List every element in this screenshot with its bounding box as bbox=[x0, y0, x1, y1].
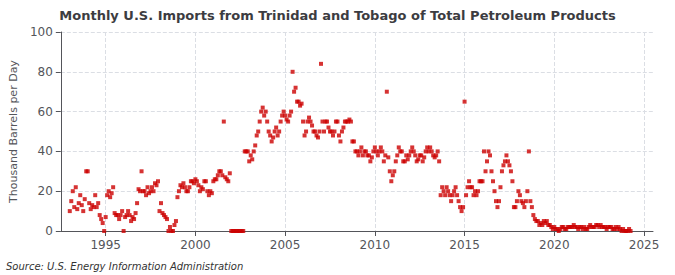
svg-text:2020: 2020 bbox=[539, 238, 570, 252]
svg-text:1995: 1995 bbox=[90, 238, 121, 252]
svg-text:20: 20 bbox=[38, 184, 53, 198]
svg-text:0: 0 bbox=[45, 224, 53, 238]
svg-text:40: 40 bbox=[38, 144, 53, 158]
svg-text:2005: 2005 bbox=[270, 238, 301, 252]
svg-text:Source: U.S. Energy Informatio: Source: U.S. Energy Information Administ… bbox=[6, 261, 243, 272]
svg-text:2010: 2010 bbox=[360, 238, 391, 252]
svg-text:2025: 2025 bbox=[629, 238, 660, 252]
svg-text:2015: 2015 bbox=[449, 238, 480, 252]
svg-text:60: 60 bbox=[38, 105, 53, 119]
svg-text:100: 100 bbox=[30, 25, 53, 39]
svg-text:Monthly U.S. Imports from Trin: Monthly U.S. Imports from Trinidad and T… bbox=[59, 8, 616, 23]
svg-text:80: 80 bbox=[38, 65, 53, 79]
svg-text:Thousand Barrels per Day: Thousand Barrels per Day bbox=[7, 60, 20, 204]
svg-text:2000: 2000 bbox=[180, 238, 211, 252]
